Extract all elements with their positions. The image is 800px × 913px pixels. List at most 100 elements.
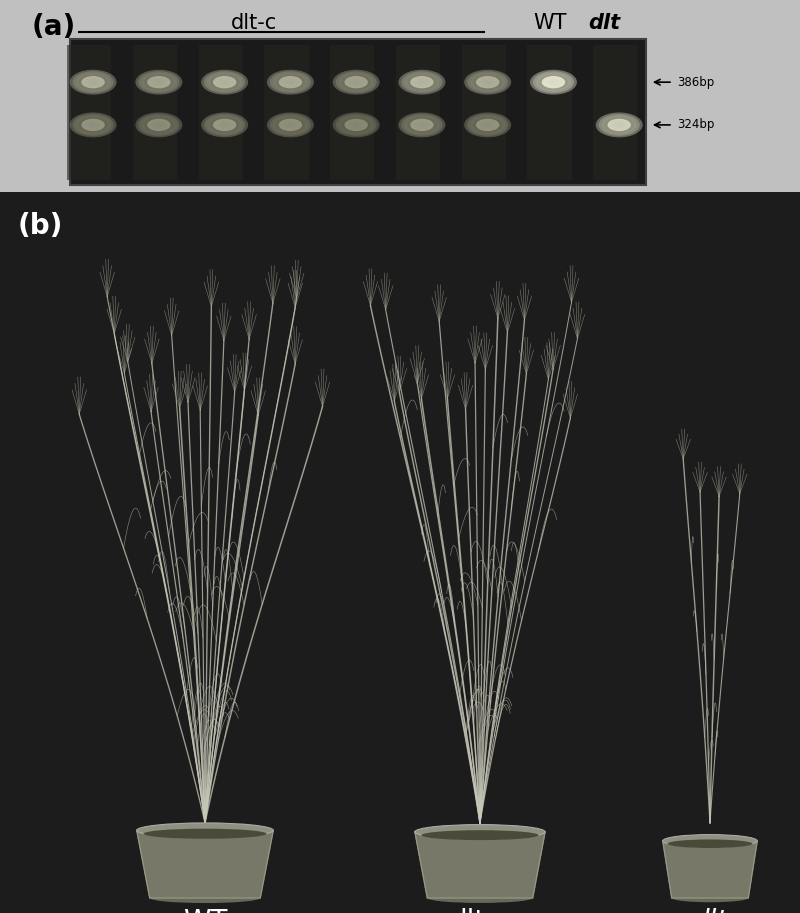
Ellipse shape bbox=[350, 79, 362, 85]
Ellipse shape bbox=[545, 78, 562, 87]
Ellipse shape bbox=[482, 79, 494, 85]
Ellipse shape bbox=[201, 112, 248, 137]
Ellipse shape bbox=[87, 121, 99, 128]
Ellipse shape bbox=[533, 71, 574, 93]
Ellipse shape bbox=[467, 71, 508, 93]
Ellipse shape bbox=[270, 114, 311, 136]
Polygon shape bbox=[662, 841, 758, 898]
Text: 386bp: 386bp bbox=[677, 76, 714, 89]
Ellipse shape bbox=[150, 121, 168, 130]
Ellipse shape bbox=[538, 74, 568, 90]
Ellipse shape bbox=[70, 112, 117, 137]
Ellipse shape bbox=[270, 71, 311, 93]
Text: WT: WT bbox=[534, 13, 567, 33]
Bar bbox=[133, 45, 177, 180]
Ellipse shape bbox=[345, 76, 368, 89]
Text: dlt: dlt bbox=[588, 13, 620, 33]
Ellipse shape bbox=[137, 823, 274, 838]
Ellipse shape bbox=[276, 74, 305, 90]
Text: WT: WT bbox=[183, 908, 227, 913]
Ellipse shape bbox=[82, 76, 105, 89]
Ellipse shape bbox=[338, 73, 374, 91]
Ellipse shape bbox=[218, 121, 230, 128]
Ellipse shape bbox=[479, 121, 497, 130]
Ellipse shape bbox=[84, 78, 102, 87]
Text: (b): (b) bbox=[18, 212, 63, 240]
Ellipse shape bbox=[282, 78, 299, 87]
Ellipse shape bbox=[605, 117, 634, 132]
Ellipse shape bbox=[147, 76, 170, 89]
Ellipse shape bbox=[345, 119, 368, 131]
Ellipse shape bbox=[204, 114, 246, 136]
Ellipse shape bbox=[150, 78, 168, 87]
Ellipse shape bbox=[75, 116, 110, 134]
Ellipse shape bbox=[547, 79, 559, 85]
Ellipse shape bbox=[278, 119, 302, 131]
Ellipse shape bbox=[216, 78, 234, 87]
Ellipse shape bbox=[278, 76, 302, 89]
Ellipse shape bbox=[662, 834, 758, 847]
Ellipse shape bbox=[287, 80, 294, 84]
Ellipse shape bbox=[73, 114, 114, 136]
Ellipse shape bbox=[78, 74, 108, 90]
Ellipse shape bbox=[143, 829, 266, 839]
Ellipse shape bbox=[407, 74, 437, 90]
Ellipse shape bbox=[75, 73, 110, 91]
Ellipse shape bbox=[282, 121, 299, 130]
Ellipse shape bbox=[416, 121, 428, 128]
Ellipse shape bbox=[407, 117, 437, 132]
Ellipse shape bbox=[470, 116, 506, 134]
Ellipse shape bbox=[278, 119, 302, 131]
Ellipse shape bbox=[222, 80, 227, 84]
Ellipse shape bbox=[410, 119, 434, 131]
Ellipse shape bbox=[476, 76, 499, 89]
Ellipse shape bbox=[153, 121, 165, 128]
Bar bbox=[264, 45, 309, 180]
Ellipse shape bbox=[90, 80, 96, 84]
Ellipse shape bbox=[347, 78, 365, 87]
Ellipse shape bbox=[335, 114, 377, 136]
Ellipse shape bbox=[542, 76, 565, 89]
Ellipse shape bbox=[333, 112, 380, 137]
Ellipse shape bbox=[479, 78, 497, 87]
Ellipse shape bbox=[616, 123, 622, 127]
Ellipse shape bbox=[267, 112, 314, 137]
Ellipse shape bbox=[350, 121, 362, 128]
Ellipse shape bbox=[345, 76, 368, 89]
Ellipse shape bbox=[536, 73, 571, 91]
Ellipse shape bbox=[210, 117, 239, 132]
Ellipse shape bbox=[602, 116, 637, 134]
Bar bbox=[70, 39, 646, 185]
Ellipse shape bbox=[78, 117, 108, 132]
Ellipse shape bbox=[476, 76, 499, 89]
Ellipse shape bbox=[610, 121, 628, 130]
Ellipse shape bbox=[422, 830, 538, 840]
Ellipse shape bbox=[138, 71, 179, 93]
Ellipse shape bbox=[138, 114, 179, 136]
Ellipse shape bbox=[70, 69, 117, 95]
Ellipse shape bbox=[464, 112, 511, 137]
Bar bbox=[462, 45, 506, 180]
Ellipse shape bbox=[82, 76, 105, 89]
Ellipse shape bbox=[672, 894, 748, 902]
Ellipse shape bbox=[476, 119, 499, 131]
Ellipse shape bbox=[90, 123, 96, 127]
Ellipse shape bbox=[419, 80, 425, 84]
Ellipse shape bbox=[402, 114, 442, 136]
Ellipse shape bbox=[144, 117, 174, 132]
Ellipse shape bbox=[419, 123, 425, 127]
Ellipse shape bbox=[285, 79, 296, 85]
Ellipse shape bbox=[273, 73, 308, 91]
Ellipse shape bbox=[216, 121, 234, 130]
Ellipse shape bbox=[287, 123, 294, 127]
Ellipse shape bbox=[354, 123, 359, 127]
Ellipse shape bbox=[218, 79, 230, 85]
Ellipse shape bbox=[144, 74, 174, 90]
Ellipse shape bbox=[201, 69, 248, 95]
Ellipse shape bbox=[82, 119, 105, 131]
Ellipse shape bbox=[84, 121, 102, 130]
Ellipse shape bbox=[485, 80, 490, 84]
Ellipse shape bbox=[398, 112, 446, 137]
Ellipse shape bbox=[464, 69, 511, 95]
Ellipse shape bbox=[410, 76, 434, 89]
